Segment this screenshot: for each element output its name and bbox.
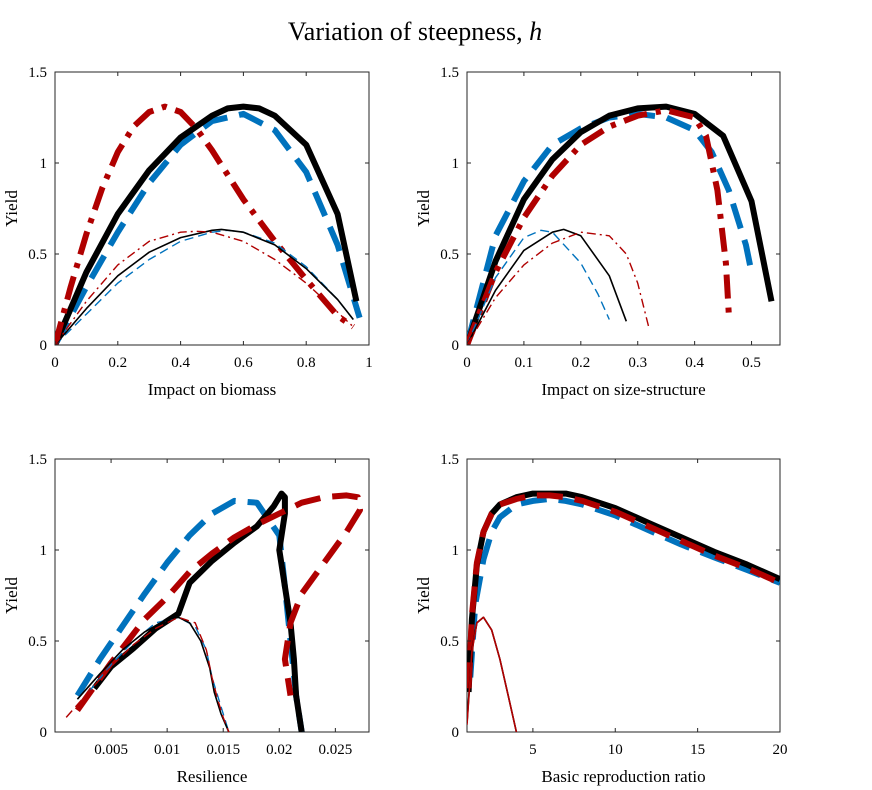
series-line-red-dashed-thick bbox=[74, 492, 363, 712]
x-tick-label: 20 bbox=[773, 742, 788, 758]
y-axis-label: Yield bbox=[414, 190, 433, 227]
axes-box bbox=[466, 458, 781, 733]
series-line-red-dashdot-thin bbox=[55, 230, 354, 345]
chart-panel-3: 0.005 0.01 0.015 0.02 0.025 0 0.5 1 1.5 Resilienc… bbox=[2, 452, 370, 786]
series-line-black-solid-thick bbox=[55, 103, 360, 345]
y-tick-label: 1.5 bbox=[28, 452, 47, 468]
x-tick-label: 0 bbox=[51, 355, 59, 371]
x-tick-label: 0.6 bbox=[234, 355, 253, 371]
series-line-blue-dashed-thick bbox=[55, 110, 363, 345]
series-group bbox=[467, 103, 775, 345]
x-tick-label: 0.1 bbox=[515, 355, 534, 371]
x-axis-label: Resilience bbox=[177, 767, 248, 786]
series-line-blue-dashed-thick bbox=[467, 496, 780, 678]
x-tick-label: 0.015 bbox=[206, 742, 240, 758]
y-axis-label: Yield bbox=[2, 577, 21, 614]
series-line-blue-dashed-thin bbox=[88, 616, 230, 732]
axes-box bbox=[466, 71, 781, 346]
y-tick-label: 1.5 bbox=[440, 65, 459, 81]
series-group bbox=[55, 103, 363, 345]
x-tick-label: 0.4 bbox=[171, 355, 190, 371]
y-tick-label: 1 bbox=[452, 543, 460, 559]
series-line-red-dashdot-thick bbox=[467, 107, 732, 345]
y-tick-label: 0.5 bbox=[28, 634, 47, 650]
series-group bbox=[467, 490, 780, 732]
figure-title: Variation of steepness, h bbox=[288, 17, 542, 46]
x-tick-label: 0.02 bbox=[266, 742, 292, 758]
y-tick-label: 0 bbox=[452, 725, 460, 741]
x-tick-label: 0.005 bbox=[94, 742, 128, 758]
series-line-red-solid-thin bbox=[467, 616, 518, 732]
x-tick-label: 0 bbox=[463, 355, 471, 371]
x-axis-label: Basic reproduction ratio bbox=[541, 767, 705, 786]
y-tick-label: 1.5 bbox=[28, 65, 47, 81]
x-tick-label: 1 bbox=[365, 355, 373, 371]
y-tick-label: 1 bbox=[40, 543, 48, 559]
y-tick-label: 0 bbox=[40, 725, 48, 741]
x-tick-label: 0.01 bbox=[154, 742, 180, 758]
series-line-black-solid-thick bbox=[467, 490, 780, 693]
x-tick-label: 10 bbox=[608, 742, 623, 758]
x-tick-label: 0.5 bbox=[742, 355, 761, 371]
series-line-black-solid-thin bbox=[55, 228, 354, 345]
chart-panel-4: 5 10 15 20 0 0.5 1 1.5 Basic reproduction ratio Y… bbox=[414, 452, 788, 786]
series-group bbox=[65, 490, 363, 732]
x-tick-label: 5 bbox=[529, 742, 537, 758]
x-tick-label: 0.2 bbox=[108, 355, 127, 371]
y-tick-label: 0.5 bbox=[28, 247, 47, 263]
series-line-blue-dashed-thick bbox=[74, 497, 305, 732]
chart-panel-1: 0 0.2 0.4 0.6 0.8 1 0 0.5 1 1.5 Impact on biomass Y… bbox=[2, 65, 373, 399]
x-tick-label: 0.4 bbox=[685, 355, 704, 371]
series-line-black-solid-thin bbox=[467, 228, 628, 345]
y-tick-label: 0.5 bbox=[440, 634, 459, 650]
x-tick-label: 0.2 bbox=[571, 355, 590, 371]
y-tick-label: 0.5 bbox=[440, 247, 459, 263]
x-axis-label: Impact on size-structure bbox=[541, 380, 705, 399]
series-line-black-solid-thin bbox=[76, 616, 230, 732]
y-tick-label: 1.5 bbox=[440, 452, 459, 468]
y-axis-label: Yield bbox=[414, 577, 433, 614]
series-line-red-dashed-thin bbox=[65, 616, 230, 732]
chart-panel-2: 0 0.1 0.2 0.3 0.4 0.5 0 0.5 1 1.5 Impact on size-s… bbox=[414, 65, 781, 399]
x-tick-label: 0.3 bbox=[628, 355, 647, 371]
y-tick-label: 0 bbox=[452, 338, 460, 354]
x-axis-label: Impact on biomass bbox=[148, 380, 276, 399]
series-line-red-dashdot-thick bbox=[55, 103, 356, 345]
y-axis-label: Yield bbox=[2, 190, 21, 227]
x-tick-label: 0.8 bbox=[297, 355, 316, 371]
series-line-red-dashed-thick bbox=[467, 492, 780, 689]
axes-box bbox=[54, 71, 370, 346]
x-tick-label: 15 bbox=[690, 742, 705, 758]
axes-box bbox=[54, 458, 370, 733]
y-tick-label: 1 bbox=[40, 156, 48, 172]
x-tick-label: 0.025 bbox=[318, 742, 352, 758]
series-line-blue-dashed-thin bbox=[55, 229, 354, 345]
y-tick-label: 1 bbox=[452, 156, 460, 172]
series-line-blue-dashed-thin bbox=[467, 229, 610, 345]
series-line-black-solid-thick bbox=[467, 103, 775, 345]
y-tick-label: 0 bbox=[40, 338, 48, 354]
